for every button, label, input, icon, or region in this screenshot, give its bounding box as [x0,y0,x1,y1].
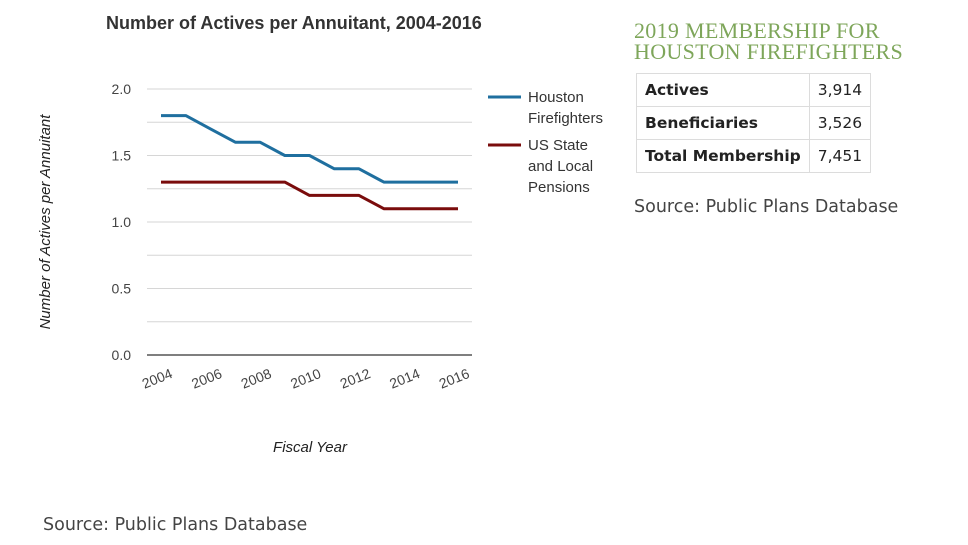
row-label: Beneficiaries [636,106,810,140]
row-value: 7,451 [808,139,872,173]
footer-source: Source: Public Plans Database [43,515,308,535]
legend-label-us-2: and Local [528,158,593,175]
row-value: 3,914 [808,73,872,107]
x-tick-label: 2010 [288,365,323,392]
y-axis-ticks: 0.0 0.5 1.0 1.5 2.0 [112,81,132,363]
y-axis-title: Number of Actives per Annuitant [37,114,54,330]
x-tick-label: 2012 [338,365,373,392]
x-axis-ticks: 2004 2006 2008 2010 2012 2014 2016 [140,365,472,392]
legend-label-us-1: US State [528,137,588,154]
chart-title: Number of Actives per Annuitant, 2004-20… [106,13,482,33]
legend-label-houston-2: Firefighters [528,110,603,127]
membership-table: Actives 3,914 Beneficiaries 3,526 Total … [636,73,872,173]
membership-source: Source: Public Plans Database [634,197,899,217]
line-chart: Number of Actives per Annuitant, 2004-20… [37,13,603,456]
x-tick-label: 2004 [140,365,175,392]
legend: Houston Firefighters US State and Local … [488,89,603,196]
x-tick-label: 2008 [239,365,274,392]
series-line-0 [161,114,458,184]
x-axis-title: Fiscal Year [273,439,348,456]
legend-label-houston-1: Houston [528,89,584,106]
y-tick-label: 2.0 [112,81,132,97]
row-label: Actives [636,73,810,107]
series-line-1 [161,180,458,211]
membership-title: 2019 MEMBERSHIP FOR HOUSTON FIREFIGHTERS [634,18,904,64]
table-row: Total Membership 7,451 [636,139,872,173]
y-tick-label: 1.5 [112,148,132,164]
series-lines [161,114,458,211]
y-tick-label: 1.0 [112,214,132,230]
x-tick-label: 2016 [437,365,472,392]
table-row: Actives 3,914 [636,73,872,107]
y-tick-label: 0.5 [112,281,132,297]
legend-label-us-3: Pensions [528,179,590,196]
table-row: Beneficiaries 3,526 [636,106,872,140]
y-tick-label: 0.0 [112,347,132,363]
grid [147,88,472,356]
x-tick-label: 2006 [189,365,224,392]
row-label: Total Membership [636,139,810,173]
x-tick-label: 2014 [387,365,422,392]
row-value: 3,526 [808,106,872,140]
